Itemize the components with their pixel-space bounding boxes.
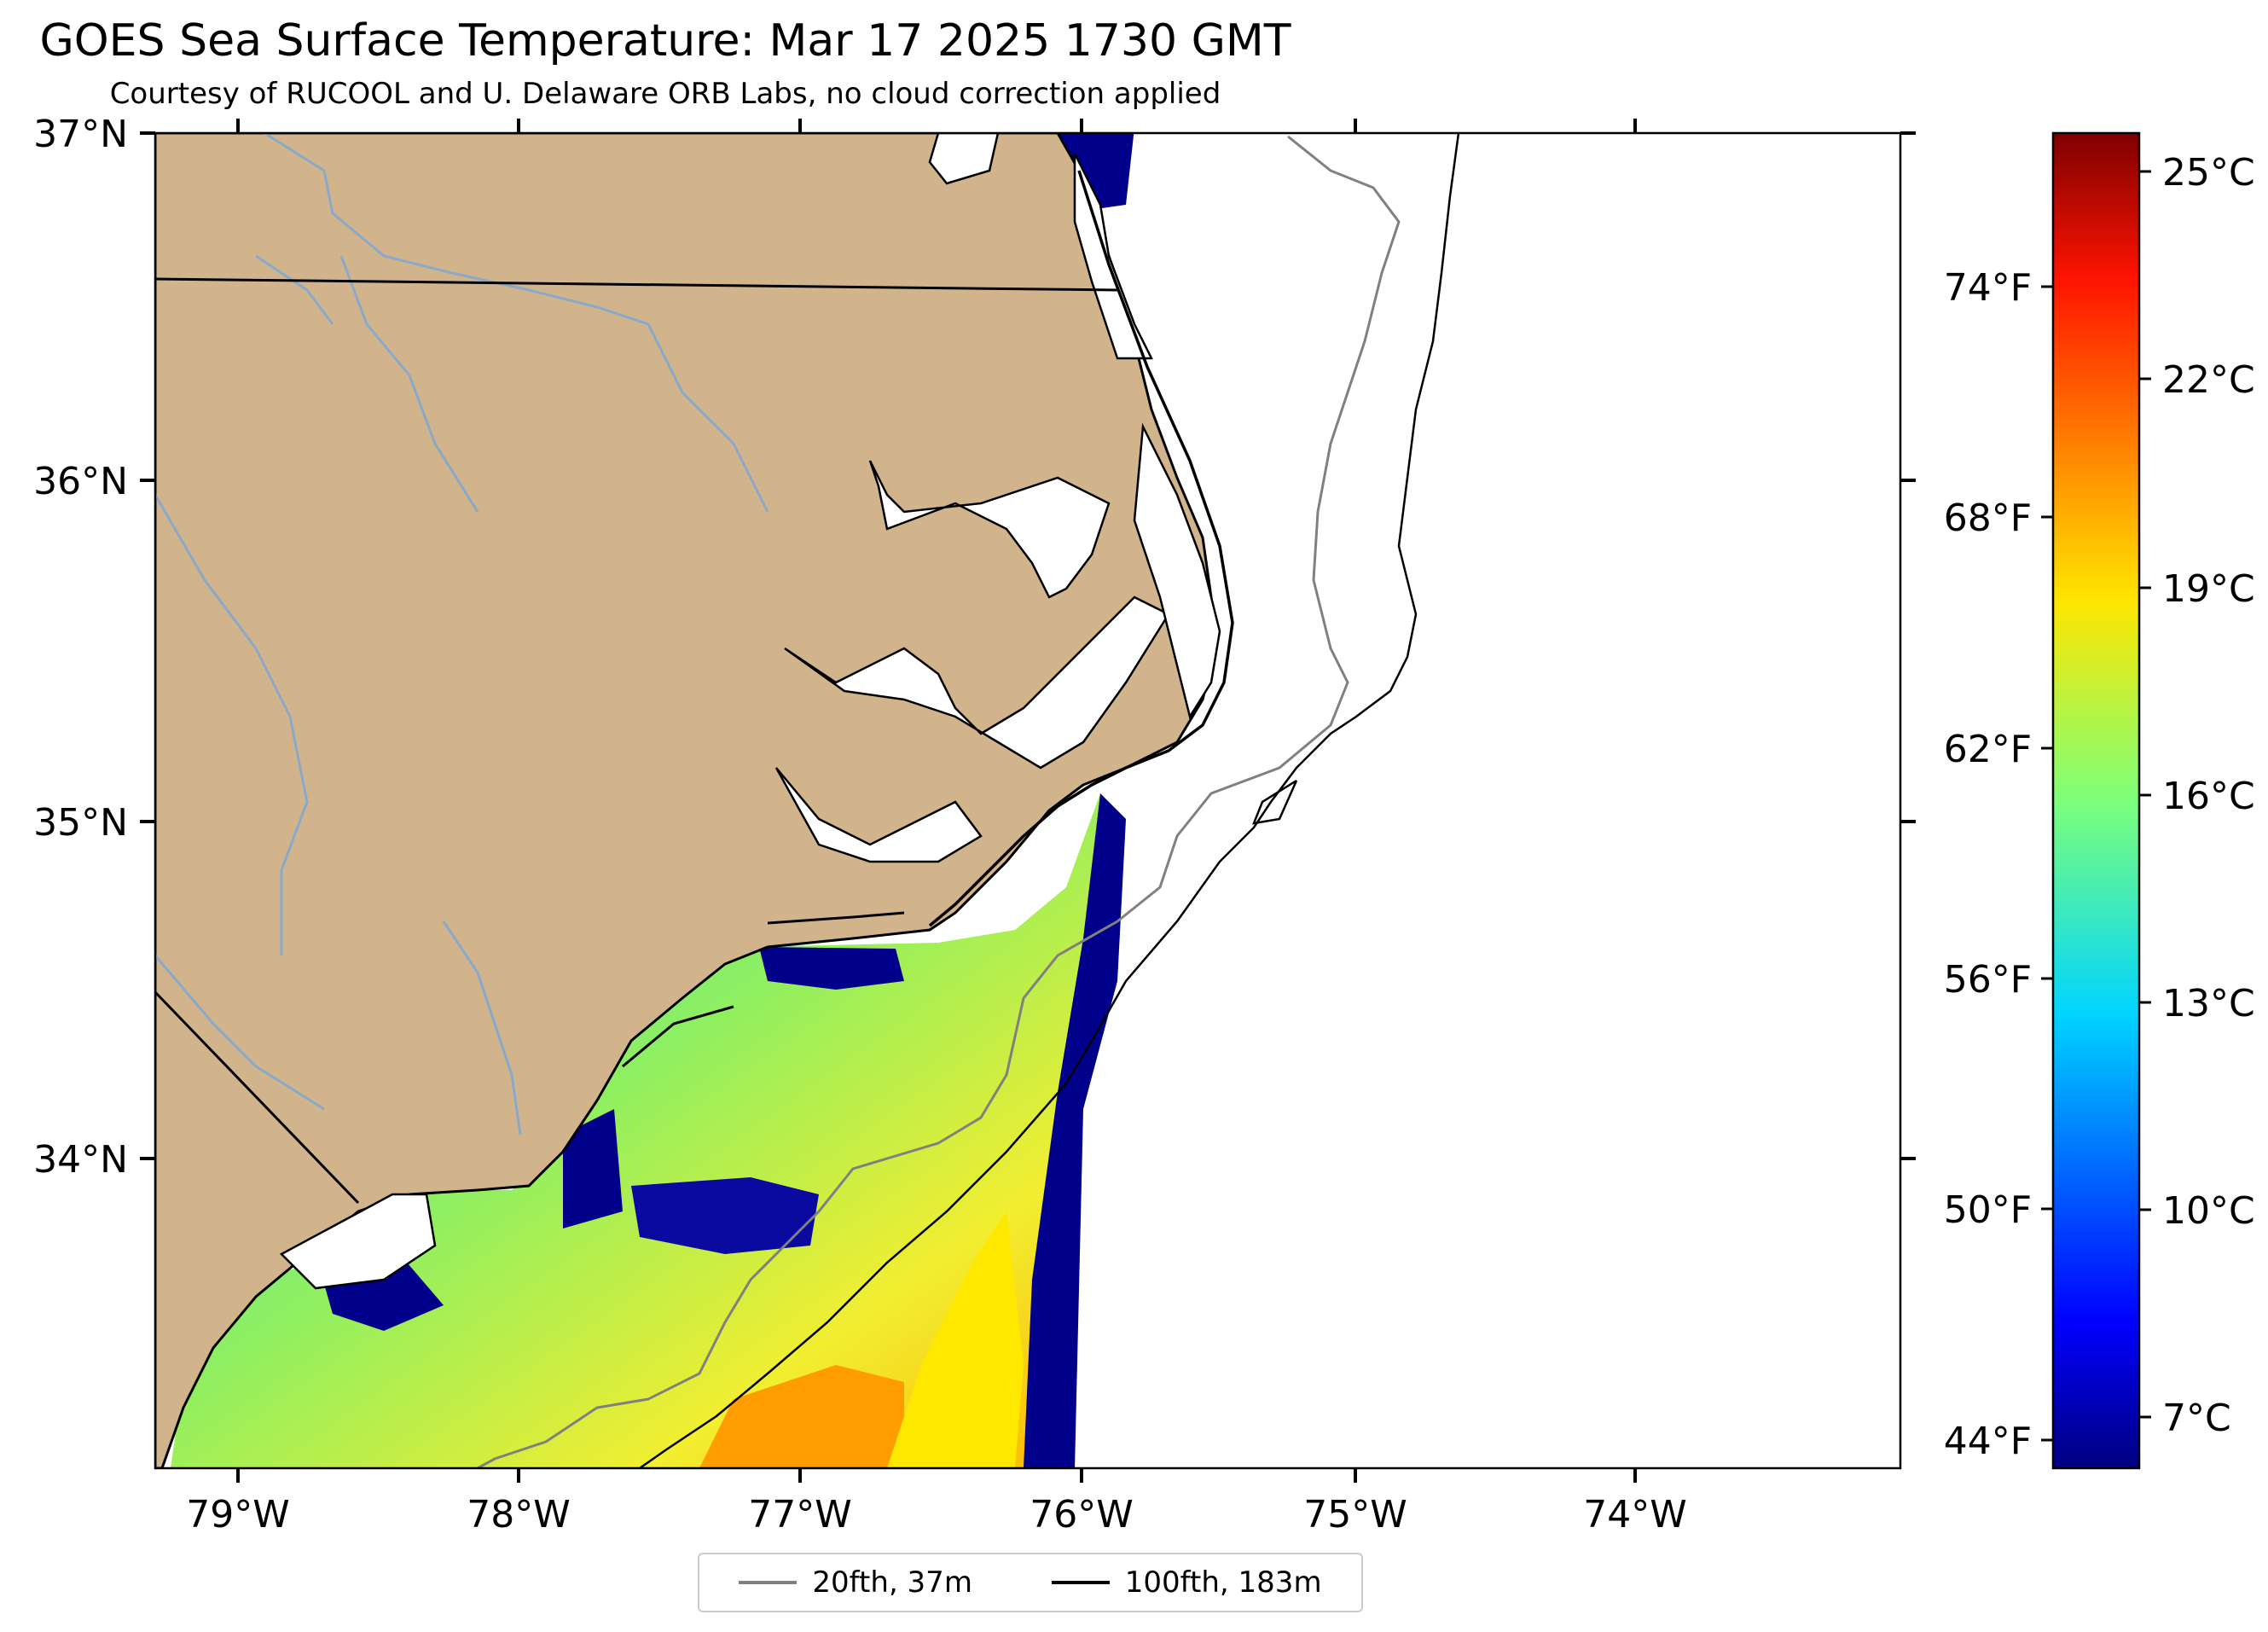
state-border-va-nc	[155, 277, 1118, 292]
legend-label: 100fth, 183m	[1124, 1565, 1322, 1600]
state-border-nc-sc	[155, 990, 360, 1205]
celsius-label: 10°C	[2162, 1189, 2255, 1233]
isobath-100fth	[639, 133, 1460, 1468]
legend-swatch-gray	[739, 1581, 798, 1584]
legend-label: 20fth, 37m	[812, 1565, 972, 1600]
fahrenheit-label: 68°F	[1944, 497, 2032, 540]
map-subtitle: Courtesy of RUCOOL and U. Delaware ORB L…	[109, 77, 1221, 111]
lon-label: 75°W	[1303, 1493, 1407, 1536]
lat-label: 36°N	[33, 460, 128, 503]
barrier-islands	[928, 170, 1234, 927]
sst-field	[171, 133, 1134, 1468]
lon-label: 78°W	[467, 1493, 571, 1536]
celsius-label: 25°C	[2162, 151, 2255, 195]
map-area	[155, 133, 1900, 1468]
lat-ticks	[140, 131, 1916, 1160]
map-title: GOES Sea Surface Temperature: Mar 17 202…	[39, 15, 1291, 67]
fahrenheit-label: 74°F	[1944, 266, 2032, 310]
colorbar: 25°C 22°C 19°C 16°C 13°C 10°C 7°C 74°F 6…	[1944, 131, 2255, 1470]
lat-labels: 37°N 36°N 35°N 34°N	[33, 113, 128, 1182]
celsius-label: 7°C	[2162, 1397, 2231, 1440]
isobath-20fth	[477, 135, 1401, 1468]
celsius-label: 19°C	[2162, 567, 2255, 611]
lat-label: 34°N	[33, 1138, 128, 1182]
lon-label: 77°W	[748, 1493, 852, 1536]
celsius-label: 16°C	[2162, 775, 2255, 818]
lon-labels: 79°W 78°W 77°W 76°W 75°W 74°W	[186, 1493, 1687, 1536]
legend-entry-100fth: 100fth, 183m	[1051, 1565, 1322, 1600]
legend-swatch-black	[1051, 1581, 1110, 1584]
fahrenheit-label: 62°F	[1944, 728, 2032, 771]
lat-label: 35°N	[33, 801, 128, 845]
lon-label: 79°W	[186, 1493, 290, 1536]
legend: 20fth, 37m 100fth, 183m	[698, 1553, 1363, 1612]
lon-ticks	[236, 119, 1637, 1483]
lon-label: 76°W	[1030, 1493, 1134, 1536]
celsius-label: 22°C	[2162, 358, 2255, 402]
fahrenheit-label: 50°F	[1944, 1188, 2032, 1232]
legend-entry-20fth: 20fth, 37m	[739, 1565, 972, 1600]
fahrenheit-label: 44°F	[1944, 1420, 2032, 1463]
lon-label: 74°W	[1583, 1493, 1687, 1536]
lat-label: 37°N	[33, 113, 128, 156]
celsius-label: 13°C	[2162, 982, 2255, 1025]
sounds	[279, 133, 1221, 1290]
fahrenheit-label: 56°F	[1944, 958, 2032, 1002]
rivers	[155, 133, 769, 1135]
